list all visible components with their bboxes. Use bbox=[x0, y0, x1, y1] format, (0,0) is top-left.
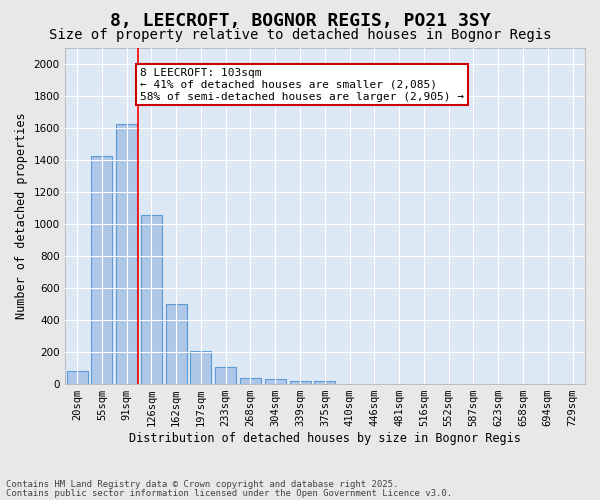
Bar bbox=[166, 304, 187, 384]
Text: Contains public sector information licensed under the Open Government Licence v3: Contains public sector information licen… bbox=[6, 490, 452, 498]
Text: Contains HM Land Registry data © Crown copyright and database right 2025.: Contains HM Land Registry data © Crown c… bbox=[6, 480, 398, 489]
Bar bbox=[116, 124, 137, 384]
Text: 8 LEECROFT: 103sqm
← 41% of detached houses are smaller (2,085)
58% of semi-deta: 8 LEECROFT: 103sqm ← 41% of detached hou… bbox=[140, 68, 464, 102]
Bar bbox=[265, 380, 286, 384]
Bar bbox=[67, 372, 88, 384]
Bar bbox=[190, 351, 211, 384]
Bar bbox=[215, 368, 236, 384]
Bar bbox=[314, 381, 335, 384]
Bar bbox=[141, 215, 162, 384]
Bar bbox=[290, 381, 311, 384]
Bar bbox=[91, 156, 112, 384]
X-axis label: Distribution of detached houses by size in Bognor Regis: Distribution of detached houses by size … bbox=[129, 432, 521, 445]
Text: Size of property relative to detached houses in Bognor Regis: Size of property relative to detached ho… bbox=[49, 28, 551, 42]
Y-axis label: Number of detached properties: Number of detached properties bbox=[15, 112, 28, 319]
Bar bbox=[240, 378, 261, 384]
Text: 8, LEECROFT, BOGNOR REGIS, PO21 3SY: 8, LEECROFT, BOGNOR REGIS, PO21 3SY bbox=[110, 12, 490, 30]
